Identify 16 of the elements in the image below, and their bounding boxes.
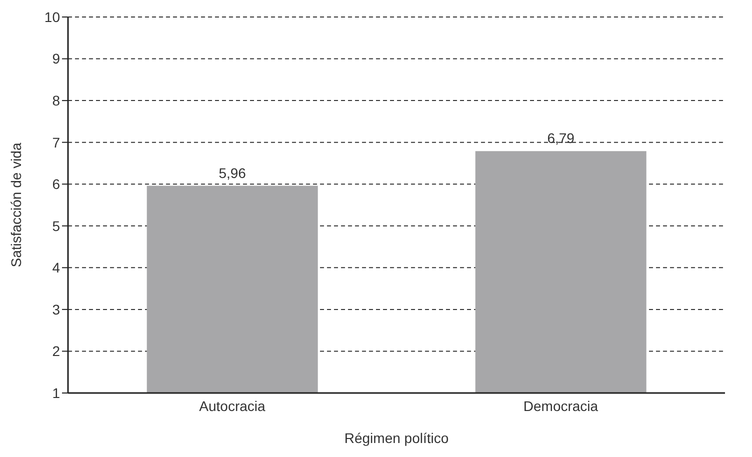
x-tick-label: Autocracia xyxy=(199,398,266,414)
y-tick-label: 3 xyxy=(52,301,60,318)
y-tick-label: 2 xyxy=(52,343,60,360)
y-tick-label: 10 xyxy=(44,8,60,25)
y-tick-label: 4 xyxy=(52,260,60,276)
y-axis-title: Satisfacción de vida xyxy=(8,142,24,268)
x-tick-label: Democracia xyxy=(523,398,598,414)
y-tick-label: 7 xyxy=(52,134,60,150)
x-axis-title: Régimen político xyxy=(344,430,449,446)
y-tick-label: 9 xyxy=(52,50,60,67)
y-tick-label: 6 xyxy=(52,176,60,192)
y-tick-label: 8 xyxy=(52,92,60,109)
y-tick-label: 1 xyxy=(52,384,60,401)
y-tick-label: 5 xyxy=(52,218,60,234)
data-label: 6,79 xyxy=(547,130,575,146)
data-label: 5,96 xyxy=(218,164,246,181)
